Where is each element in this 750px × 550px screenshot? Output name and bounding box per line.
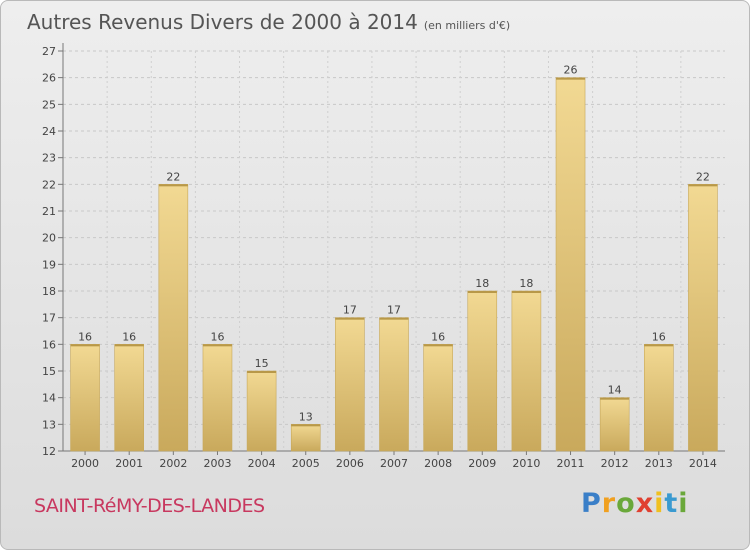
bar-value-label: 22 <box>696 170 710 183</box>
logo-letter: P <box>581 488 602 519</box>
proxiti-logo: Proxiti <box>581 488 689 519</box>
x-tick-label: 2011 <box>557 457 585 470</box>
y-tick-label: 26 <box>42 72 56 85</box>
bar-top-edge <box>291 424 321 427</box>
bar-top-edge <box>644 344 674 347</box>
y-tick-label: 15 <box>42 365 56 378</box>
bar <box>467 290 498 452</box>
x-tick-label: 2013 <box>645 457 673 470</box>
y-tick-label: 24 <box>42 125 56 138</box>
x-tick-label: 2007 <box>380 457 408 470</box>
chart-subtitle: (en milliers d'€) <box>423 19 511 32</box>
bar-top-edge <box>600 397 630 400</box>
logo-letter: t <box>664 488 679 519</box>
bar-value-label: 13 <box>299 410 313 423</box>
y-tick-label: 17 <box>42 312 56 325</box>
bar-value-label: 17 <box>387 304 401 317</box>
bar <box>70 344 100 452</box>
bar-value-label: 26 <box>564 64 578 77</box>
bar <box>555 77 586 452</box>
y-tick-label: 25 <box>42 98 56 111</box>
bar <box>290 424 321 452</box>
y-tick-label: 14 <box>42 392 56 405</box>
bar-value-label: 16 <box>122 330 136 343</box>
logo-letter: x <box>635 488 655 519</box>
x-tick-label: 2010 <box>512 457 540 470</box>
bar-top-edge <box>70 344 100 347</box>
bar-top-edge <box>379 317 409 320</box>
x-tick-label: 2001 <box>115 457 143 470</box>
chart-title-text: Autres Revenus Divers de 2000 à 2014 <box>27 10 418 34</box>
bar-value-label: 14 <box>608 384 622 397</box>
logo-letter: i <box>654 488 665 519</box>
bar-value-label: 22 <box>166 170 180 183</box>
bar <box>643 344 674 452</box>
bar-top-edge <box>247 371 277 373</box>
bar <box>335 317 365 452</box>
y-tick-label: 27 <box>42 45 56 58</box>
bar-top-edge <box>556 77 586 80</box>
bar-top-edge <box>202 344 232 347</box>
x-tick-label: 2000 <box>71 457 99 470</box>
bar <box>423 344 453 452</box>
bar-top-edge <box>688 184 718 187</box>
x-tick-label: 2008 <box>424 457 452 470</box>
bar-value-label: 15 <box>255 357 269 370</box>
logo-letter: i <box>678 488 689 519</box>
bar-top-edge <box>423 344 453 347</box>
bar <box>246 370 277 452</box>
y-tick-label: 18 <box>42 285 56 298</box>
bar-top-edge <box>158 184 188 187</box>
bar-top-edge <box>511 291 541 293</box>
x-tick-label: 2006 <box>336 457 364 470</box>
bar <box>379 317 409 452</box>
x-tick-label: 2004 <box>248 457 276 470</box>
chart-title: Autres Revenus Divers de 2000 à 2014 (en … <box>27 10 510 34</box>
y-tick-label: 16 <box>42 338 56 351</box>
x-tick-label: 2005 <box>292 457 320 470</box>
x-tick-label: 2012 <box>601 457 629 470</box>
x-tick-label: 2003 <box>203 457 231 470</box>
bar-top-edge <box>114 344 144 347</box>
bar <box>158 184 189 452</box>
x-tick-label: 2014 <box>689 457 717 470</box>
bar-value-label: 16 <box>431 330 445 343</box>
bar <box>511 290 542 452</box>
bar <box>599 397 630 452</box>
y-tick-label: 23 <box>42 152 56 165</box>
bar <box>114 344 144 452</box>
y-tick-label: 12 <box>42 445 56 458</box>
bar-top-edge <box>467 291 497 293</box>
bar <box>688 184 718 452</box>
y-tick-label: 21 <box>42 205 56 218</box>
logo-letter: o <box>616 488 636 519</box>
y-tick-label: 19 <box>42 258 56 271</box>
bar-top-edge <box>335 317 365 320</box>
x-tick-label: 2009 <box>468 457 496 470</box>
y-tick-label: 13 <box>42 418 56 431</box>
logo-letter: r <box>601 488 617 519</box>
bar-value-label: 16 <box>652 330 666 343</box>
bar-value-label: 17 <box>343 304 357 317</box>
bar-value-label: 16 <box>78 330 92 343</box>
bar <box>202 344 233 452</box>
bar-value-label: 18 <box>475 277 489 290</box>
x-tick-label: 2002 <box>159 457 187 470</box>
bar-value-label: 18 <box>519 277 533 290</box>
y-tick-label: 22 <box>42 178 56 191</box>
bar-value-label: 16 <box>210 330 224 343</box>
y-tick-label: 20 <box>42 232 56 245</box>
commune-name: SAINT-RéMY-DES-LANDES <box>34 495 265 517</box>
